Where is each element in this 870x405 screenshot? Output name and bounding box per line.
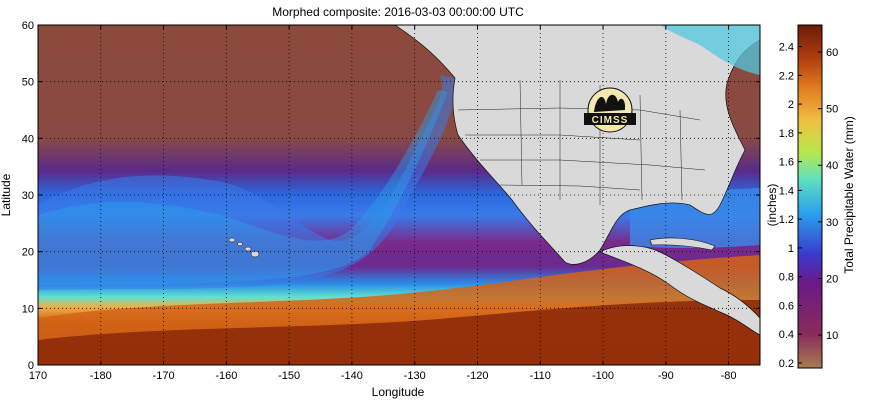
lon-tick-label: -110 — [530, 370, 551, 382]
lon-tick-label: -180 — [90, 370, 112, 382]
cb-mm-tick-label: 30 — [826, 217, 838, 229]
cb-inch-tick-label: 0.2 — [779, 358, 794, 370]
lon-tick-label: -170 — [153, 370, 175, 382]
colorbar-inches-label: (inches) — [765, 184, 779, 227]
lat-tick-label: 40 — [22, 133, 34, 145]
cb-inch-tick-label: 2.2 — [779, 70, 794, 82]
cimss-logo-figures — [594, 94, 626, 112]
y-axis-label: Latitude — [0, 173, 13, 216]
cb-inch-tick-label: 1.8 — [779, 128, 794, 140]
cuba-island — [649, 237, 716, 251]
lat-tick-label: 10 — [22, 303, 34, 315]
lat-tick-label: 20 — [22, 247, 34, 259]
cb-mm-tick-label: 50 — [826, 104, 838, 116]
lon-tick-label: -160 — [215, 370, 237, 382]
cb-inch-tick-label: 1.2 — [779, 214, 794, 226]
colorbar-mm-label: Total Precipitable Water (mm) — [842, 116, 856, 274]
x-axis-label: Longitude — [372, 385, 425, 399]
lon-tick-label: -90 — [658, 370, 674, 382]
cb-inch-tick-label: 1.4 — [779, 185, 794, 197]
cb-inch-tick-label: 0.6 — [779, 300, 794, 312]
cb-inch-tick-label: 2.4 — [779, 42, 794, 54]
hawaii-islands — [228, 237, 260, 258]
map-plot-area — [38, 25, 760, 365]
lat-tick-label: 30 — [22, 190, 34, 202]
tropical-moisture-core — [38, 300, 760, 365]
moisture-plume-core — [38, 90, 448, 285]
lat-tick-label: 50 — [22, 77, 34, 89]
cimss-logo: CIMSS — [584, 87, 636, 133]
lon-tick-label: -130 — [404, 370, 426, 382]
colorbar-inch-ticks: 2.4 2.2 2 1.8 1.6 1.4 1.2 1 0.8 0.6 0.4 0.2 — [779, 42, 802, 370]
longitude-ticks: 170 -180 -170 -160 -150 -140 -130 -120 -110 -100 -… — [29, 25, 737, 382]
lon-tick-label: -100 — [592, 370, 614, 382]
lon-tick-label: 170 — [29, 370, 47, 382]
northeast-moisture — [660, 25, 760, 75]
lon-tick-label: -140 — [341, 370, 363, 382]
colorbar — [797, 24, 823, 369]
cimss-logo-band — [584, 113, 636, 125]
colorbar-mm-ticks: 60 50 40 30 20 10 — [818, 47, 838, 342]
latitude-ticks: 0 10 20 30 40 50 60 — [22, 20, 760, 372]
cb-inch-tick-label: 2 — [788, 99, 794, 111]
cb-mm-tick-label: 10 — [826, 330, 838, 342]
cb-mm-tick-label: 60 — [826, 47, 838, 59]
lat-lon-grid — [38, 25, 760, 365]
north-america-land — [394, 25, 760, 265]
cb-mm-tick-label: 40 — [826, 160, 838, 172]
lon-tick-label: -120 — [466, 370, 488, 382]
cb-mm-tick-label: 20 — [826, 273, 838, 285]
central-america-land — [599, 245, 760, 336]
map-title: Morphed composite: 2016-03-03 00:00:00 U… — [272, 5, 524, 19]
lon-tick-label: -150 — [278, 370, 300, 382]
lat-tick-label: 60 — [22, 20, 34, 32]
cb-inch-tick-label: 0.4 — [779, 329, 794, 341]
moisture-plume — [38, 75, 456, 290]
cimss-logo-text: CIMSS — [592, 115, 629, 126]
lon-tick-label: -80 — [721, 370, 737, 382]
lat-tick-label: 0 — [28, 360, 34, 372]
cb-inch-tick-label: 1.6 — [779, 157, 794, 169]
cb-inch-tick-label: 1 — [788, 243, 794, 255]
cb-inch-tick-label: 0.8 — [779, 272, 794, 284]
